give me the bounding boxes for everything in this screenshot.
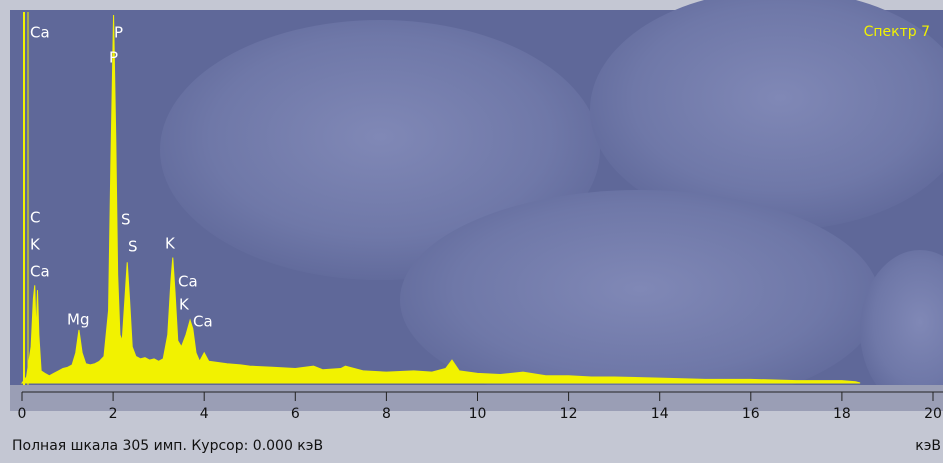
x-tick-label: 14 (651, 406, 669, 422)
image-blob (860, 250, 943, 410)
x-tick-label: 18 (833, 406, 851, 422)
element-label: Ca (193, 313, 213, 331)
element-label: Mg (67, 311, 89, 329)
element-label: C (30, 209, 40, 227)
x-tick-label: 2 (109, 406, 118, 422)
x-unit-label: кэВ (915, 438, 941, 454)
element-label: K (30, 236, 41, 254)
x-tick-label: 6 (291, 406, 300, 422)
element-label: Ca (30, 263, 50, 281)
x-tick-label: 0 (18, 406, 27, 422)
x-tick-label: 4 (200, 406, 209, 422)
spectrum-title: Спектр 7 (864, 24, 930, 40)
element-label: P (114, 24, 123, 42)
image-blob (400, 190, 880, 410)
status-text: Полная шкала 305 имп. Курсор: 0.000 кэВ (12, 438, 323, 454)
element-label: Ca (178, 273, 198, 291)
element-label: K (165, 235, 176, 253)
image-blob (590, 0, 943, 230)
x-tick-label: 10 (469, 406, 487, 422)
element-label: S (128, 238, 138, 256)
spectrum-area (20, 14, 861, 384)
element-label: K (179, 296, 190, 314)
x-tick-label: 20 (924, 406, 942, 422)
element-label: Ca (30, 24, 50, 42)
x-tick-label: 16 (742, 406, 760, 422)
element-label: S (121, 211, 131, 229)
x-tick-label: 8 (382, 406, 391, 422)
element-label: P (109, 49, 118, 67)
x-tick-label: 12 (560, 406, 578, 422)
axis-strip (10, 385, 943, 411)
